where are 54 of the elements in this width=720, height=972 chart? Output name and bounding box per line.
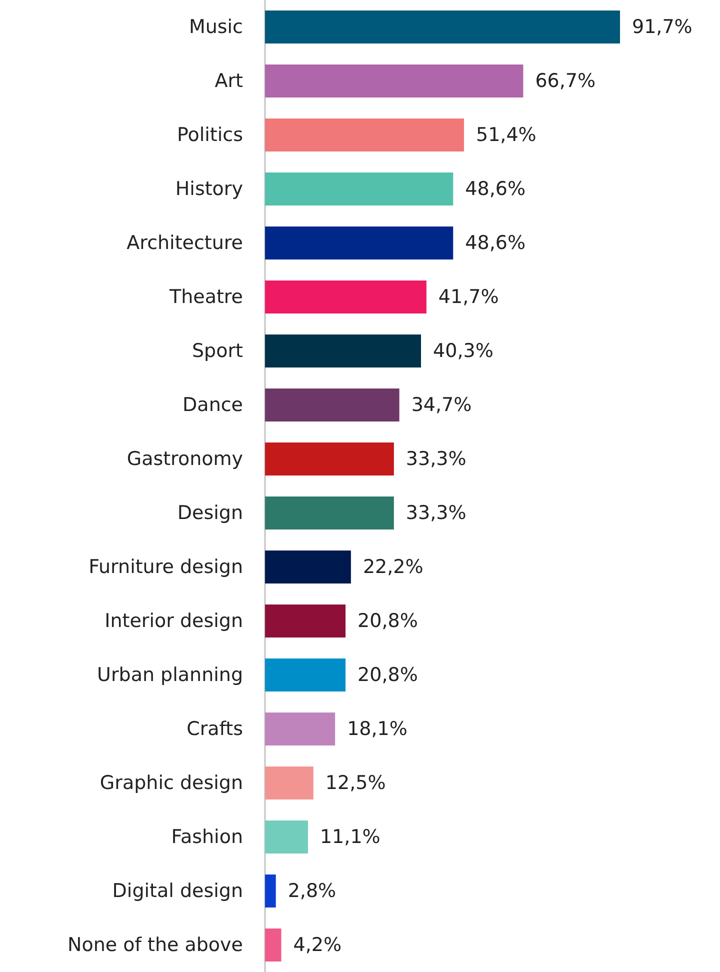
data-label: 33,3% [406, 448, 466, 470]
bar [265, 280, 426, 314]
bar [265, 820, 308, 854]
data-label: 4,2% [293, 934, 342, 956]
data-label: 33,3% [406, 502, 466, 524]
bar [265, 118, 464, 152]
y-tick-label: Architecture [126, 232, 243, 254]
data-label: 11,1% [320, 826, 380, 848]
data-label: 34,7% [411, 394, 472, 416]
bar [265, 334, 422, 368]
y-tick-label: Art [214, 70, 243, 92]
y-tick-label: Fashion [171, 826, 243, 848]
bar [265, 604, 346, 638]
bar [265, 10, 620, 44]
data-label: 41,7% [438, 286, 499, 308]
bar [265, 766, 314, 800]
data-label: 51,4% [476, 124, 536, 146]
bar [265, 874, 276, 908]
data-label: 12,5% [325, 772, 386, 794]
bar [265, 172, 454, 206]
y-tick-label: Politics [176, 124, 243, 146]
y-tick-label: Urban planning [97, 664, 243, 686]
y-tick-label: Sport [192, 340, 243, 362]
y-tick-label: None of the above [68, 934, 243, 956]
bar [265, 928, 282, 962]
y-tick-label: Digital design [112, 880, 243, 902]
data-label: 2,8% [288, 880, 336, 902]
y-tick-label: Dance [182, 394, 243, 416]
data-label: 66,7% [535, 70, 596, 92]
data-label: 20,8% [358, 610, 418, 632]
data-label: 18,1% [347, 718, 408, 740]
y-tick-label: Graphic design [100, 772, 243, 794]
bar [265, 442, 394, 476]
y-tick-label: Theatre [168, 286, 243, 308]
data-label: 20,8% [358, 664, 418, 686]
data-label: 48,6% [465, 232, 526, 254]
data-label: 91,7% [632, 16, 692, 38]
bar [265, 496, 394, 530]
bar [265, 712, 336, 746]
bar [265, 550, 351, 584]
y-tick-label: Design [177, 502, 243, 524]
y-tick-label: History [175, 178, 243, 200]
y-tick-label: Furniture design [88, 556, 243, 578]
bar [265, 64, 524, 98]
y-tick-label: Interior design [104, 610, 243, 632]
data-label: 40,3% [433, 340, 494, 362]
y-tick-label: Gastronomy [126, 448, 243, 470]
data-label: 48,6% [465, 178, 526, 200]
bar [265, 658, 346, 692]
bar [265, 226, 454, 260]
y-tick-label: Crafts [186, 718, 243, 740]
bar [265, 388, 400, 422]
data-label: 22,2% [362, 556, 424, 578]
y-tick-label: Music [188, 16, 243, 38]
